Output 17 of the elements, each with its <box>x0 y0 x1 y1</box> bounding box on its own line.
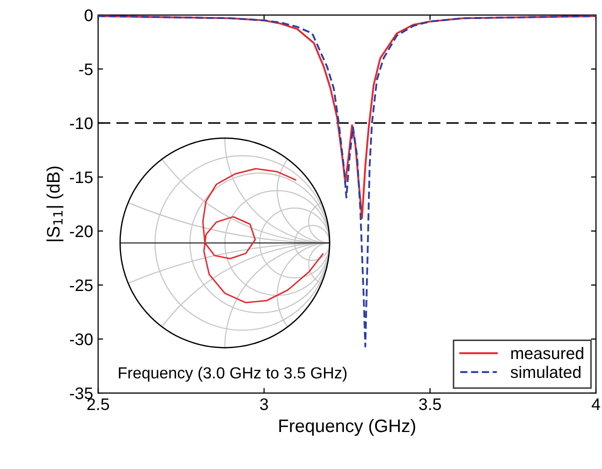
x-tick-label: 3 <box>260 398 268 410</box>
y-tick-label: 0 <box>84 9 93 22</box>
y-tick-label: -10 <box>70 117 93 130</box>
y-axis-title: |S$_{11}$| (dB) <box>46 166 64 242</box>
annotation: Frequency (3.0 GHz to 3.5 GHz) <box>118 366 347 382</box>
x-tick-label: 2.5 <box>87 398 110 410</box>
y-tick-label: -5 <box>79 64 93 76</box>
y-tick-label: -35 <box>70 387 93 400</box>
legend-label: measured <box>511 346 584 360</box>
y-tick-label: -25 <box>70 279 93 292</box>
x-axis-title: Frequency (GHz) <box>279 418 416 436</box>
x-tick-label: 3.5 <box>419 398 441 410</box>
x-tick-label: 4 <box>592 398 600 410</box>
y-tick-label: -15 <box>70 172 93 184</box>
y-tick-label: -20 <box>70 225 93 238</box>
legend-label: simulated <box>510 366 580 378</box>
y-tick-label: -30 <box>70 333 93 346</box>
